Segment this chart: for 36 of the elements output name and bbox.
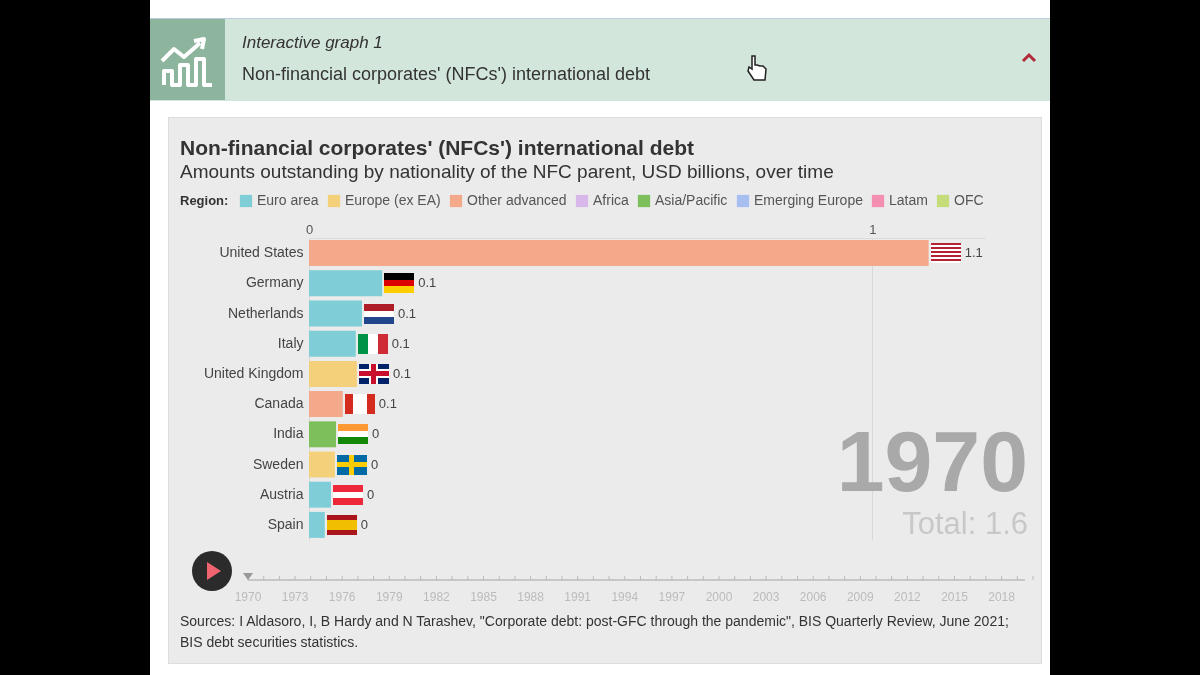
legend-label: Other advanced <box>467 192 567 208</box>
legend-label: Emerging Europe <box>754 192 864 208</box>
chart-subtitle: Amounts outstanding by nationality of the NFC parent, USD billions, over time <box>180 161 834 182</box>
data-label: 0 <box>370 456 379 472</box>
y-tick-label: United States <box>219 244 304 261</box>
y-tick-label: Germany <box>245 274 304 291</box>
legend-label: Euro area <box>257 192 319 208</box>
y-tick-label: Spain <box>267 515 304 532</box>
text: Interactive graph 1 <box>242 33 383 53</box>
chart-title: Non-financial corporates' (NFCs') international debt <box>180 136 695 159</box>
legend-label: Europe (ex EA) <box>345 192 441 208</box>
legend-label: Latam <box>889 192 928 208</box>
data-label: 1.1 <box>964 245 983 261</box>
y-tick-label: Netherlands <box>228 304 304 321</box>
data-label: 0.1 <box>397 305 417 321</box>
data-label: 0.1 <box>378 396 397 412</box>
y-tick-label: Austria <box>259 485 304 502</box>
data-label: 0.1 <box>392 365 411 381</box>
y-tick-label: India <box>273 425 304 442</box>
y-tick-label: United Kingdom <box>203 364 304 381</box>
legend-label: OFC <box>954 192 984 208</box>
data-label: 0 <box>372 426 380 442</box>
y-tick-label: Italy <box>277 334 304 351</box>
data-label: 0 <box>360 516 369 532</box>
data-label: 0 <box>366 486 375 502</box>
annotation: 1970 <box>835 412 1028 511</box>
x-tick-label: 1 <box>869 221 877 237</box>
data-label: 0.1 <box>391 335 410 351</box>
y-tick-label: Sweden <box>252 455 304 472</box>
text: Non-financial corporates' (NFCs') international debt <box>242 64 651 85</box>
legend-label: Asia/Pacific <box>655 192 728 208</box>
source-note: Sources: I Aldasoro, I, B Hardy and N Tarashev, "Corporate debt: post-GFC through the pandemic", BIS Quarterly Review, June 2021; BIS debt securities statistics. <box>180 612 1010 652</box>
data-label: 0.1 <box>418 275 437 291</box>
y-tick-label: Canada <box>254 395 304 412</box>
legend-title: Region: <box>180 193 229 208</box>
legend-label: Africa <box>593 192 629 208</box>
